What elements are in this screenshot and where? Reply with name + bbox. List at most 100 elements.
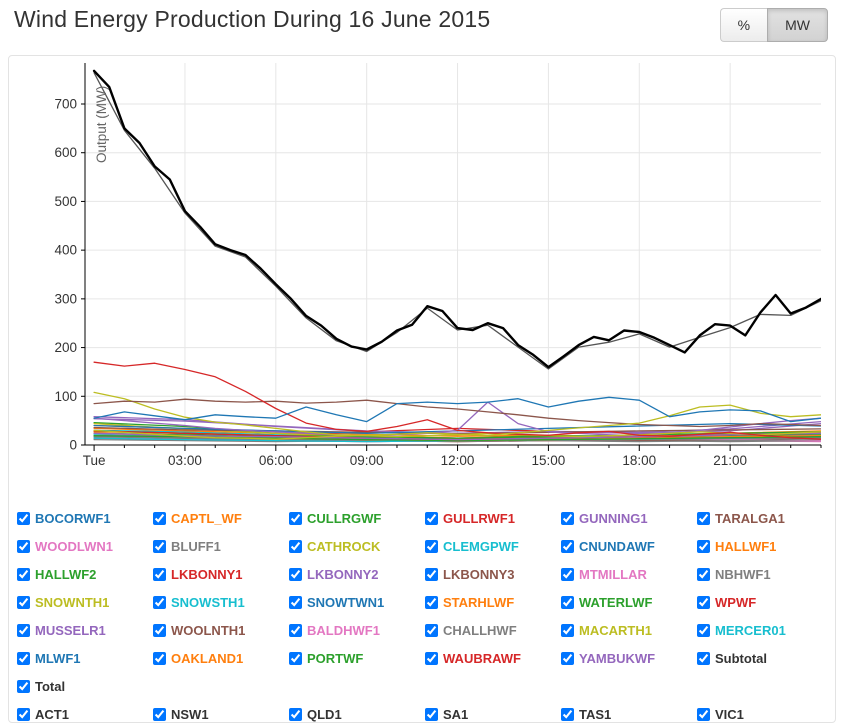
legend-item-WATERLWF[interactable]: WATERLWF [559, 592, 695, 613]
legend-item-NBHWF1[interactable]: NBHWF1 [695, 564, 831, 585]
legend-item-TARALGA1[interactable]: TARALGA1 [695, 508, 831, 529]
checkbox-CNUNDAWF[interactable] [561, 540, 574, 553]
checkbox-HALLWF1[interactable] [697, 540, 710, 553]
checkbox-SA1[interactable] [425, 708, 438, 721]
legend-item-LKBONNY2[interactable]: LKBONNY2 [287, 564, 423, 585]
legend-item-WAUBRAWF[interactable]: WAUBRAWF [423, 648, 559, 669]
legend-label: VIC1 [715, 707, 744, 722]
y-tick-label: 200 [54, 340, 77, 355]
unit-toggle-group: % MW [719, 8, 828, 42]
legend-item-MLWF1[interactable]: MLWF1 [15, 648, 151, 669]
checkbox-SNOWTWN1[interactable] [289, 596, 302, 609]
chart-panel: 0 100 200 300 400 500 600 700 Tue 03:00 06:00 09:00… [8, 55, 836, 723]
legend-item-CATHROCK[interactable]: CATHROCK [287, 536, 423, 557]
legend-item-CHALLHWF[interactable]: CHALLHWF [423, 620, 559, 641]
legend-label: LKBONNY1 [171, 567, 243, 582]
legend-item-BLUFF1[interactable]: BLUFF1 [151, 536, 287, 557]
y-tick-label: 500 [54, 194, 77, 209]
checkbox-WAUBRAWF[interactable] [425, 652, 438, 665]
legend-item-YAMBUKWF[interactable]: YAMBUKWF [559, 648, 695, 669]
legend-item-MTMILLAR[interactable]: MTMILLAR [559, 564, 695, 585]
legend-item-CLEMGPWF[interactable]: CLEMGPWF [423, 536, 559, 557]
legend-item-Total[interactable]: Total [15, 676, 831, 697]
percent-unit-button[interactable]: % [719, 8, 768, 42]
checkbox-CATHROCK[interactable] [289, 540, 302, 553]
legend-item-NSW1[interactable]: NSW1 [151, 704, 287, 725]
legend-item-SA1[interactable]: SA1 [423, 704, 559, 725]
checkbox-BALDHWF1[interactable] [289, 624, 302, 637]
legend-item-HALLWF1[interactable]: HALLWF1 [695, 536, 831, 557]
checkbox-STARHLWF[interactable] [425, 596, 438, 609]
legend-item-GUNNING1[interactable]: GUNNING1 [559, 508, 695, 529]
region-legend-grid: ACT1 NSW1 QLD1 SA1 TAS1 VIC1 [15, 704, 831, 725]
checkbox-MTMILLAR[interactable] [561, 568, 574, 581]
checkbox-MACARTH1[interactable] [561, 624, 574, 637]
legend-item-BALDHWF1[interactable]: BALDHWF1 [287, 620, 423, 641]
legend-item-PORTWF[interactable]: PORTWF [287, 648, 423, 669]
legend-item-SNOWNTH1[interactable]: SNOWNTH1 [15, 592, 151, 613]
checkbox-TARALGA1[interactable] [697, 512, 710, 525]
checkbox-PORTWF[interactable] [289, 652, 302, 665]
checkbox-MUSSELR1[interactable] [17, 624, 30, 637]
checkbox-CULLRGWF[interactable] [289, 512, 302, 525]
x-tick-label: 15:00 [532, 453, 566, 468]
checkbox-LKBONNY1[interactable] [153, 568, 166, 581]
checkbox-NBHWF1[interactable] [697, 568, 710, 581]
legend-item-CULLRGWF[interactable]: CULLRGWF [287, 508, 423, 529]
checkbox-BLUFF1[interactable] [153, 540, 166, 553]
legend-item-STARHLWF[interactable]: STARHLWF [423, 592, 559, 613]
legend-item-ACT1[interactable]: ACT1 [15, 704, 151, 725]
legend-item-SNOWTWN1[interactable]: SNOWTWN1 [287, 592, 423, 613]
legend-item-WPWF[interactable]: WPWF [695, 592, 831, 613]
checkbox-ACT1[interactable] [17, 708, 30, 721]
checkbox-OAKLAND1[interactable] [153, 652, 166, 665]
checkbox-SNOWSTH1[interactable] [153, 596, 166, 609]
checkbox-MERCER01[interactable] [697, 624, 710, 637]
checkbox-NSW1[interactable] [153, 708, 166, 721]
checkbox-WPWF[interactable] [697, 596, 710, 609]
legend-item-MUSSELR1[interactable]: MUSSELR1 [15, 620, 151, 641]
legend-item-OAKLAND1[interactable]: OAKLAND1 [151, 648, 287, 669]
legend-item-LKBONNY3[interactable]: LKBONNY3 [423, 564, 559, 585]
checkbox-CLEMGPWF[interactable] [425, 540, 438, 553]
checkbox-QLD1[interactable] [289, 708, 302, 721]
legend-item-LKBONNY1[interactable]: LKBONNY1 [151, 564, 287, 585]
checkbox-LKBONNY3[interactable] [425, 568, 438, 581]
checkbox-CHALLHWF[interactable] [425, 624, 438, 637]
legend-label: MLWF1 [35, 651, 81, 666]
legend-item-Subtotal[interactable]: Subtotal [695, 648, 831, 669]
checkbox-WATERLWF[interactable] [561, 596, 574, 609]
legend-item-WOOLNTH1[interactable]: WOOLNTH1 [151, 620, 287, 641]
legend-item-VIC1[interactable]: VIC1 [695, 704, 831, 725]
checkbox-BOCORWF1[interactable] [17, 512, 30, 525]
legend-item-CNUNDAWF[interactable]: CNUNDAWF [559, 536, 695, 557]
legend-item-MERCER01[interactable]: MERCER01 [695, 620, 831, 641]
legend-item-CAPTL_WF[interactable]: CAPTL_WF [151, 508, 287, 529]
legend-item-QLD1[interactable]: QLD1 [287, 704, 423, 725]
checkbox-Total[interactable] [17, 680, 30, 693]
legend-item-MACARTH1[interactable]: MACARTH1 [559, 620, 695, 641]
legend-item-HALLWF2[interactable]: HALLWF2 [15, 564, 151, 585]
mw-unit-button[interactable]: MW [767, 8, 828, 42]
checkbox-MLWF1[interactable] [17, 652, 30, 665]
checkbox-LKBONNY2[interactable] [289, 568, 302, 581]
checkbox-GUNNING1[interactable] [561, 512, 574, 525]
legend-item-BOCORWF1[interactable]: BOCORWF1 [15, 508, 151, 529]
legend-item-TAS1[interactable]: TAS1 [559, 704, 695, 725]
checkbox-YAMBUKWF[interactable] [561, 652, 574, 665]
legend-item-SNOWSTH1[interactable]: SNOWSTH1 [151, 592, 287, 613]
checkbox-VIC1[interactable] [697, 708, 710, 721]
legend-item-WOODLWN1[interactable]: WOODLWN1 [15, 536, 151, 557]
checkbox-CAPTL_WF[interactable] [153, 512, 166, 525]
checkbox-HALLWF2[interactable] [17, 568, 30, 581]
checkbox-Subtotal[interactable] [697, 652, 710, 665]
checkbox-SNOWNTH1[interactable] [17, 596, 30, 609]
legend-label: NSW1 [171, 707, 209, 722]
checkbox-WOOLNTH1[interactable] [153, 624, 166, 637]
checkbox-TAS1[interactable] [561, 708, 574, 721]
checkbox-GULLRWF1[interactable] [425, 512, 438, 525]
legend-label: MTMILLAR [579, 567, 647, 582]
wind-production-chart: 0 100 200 300 400 500 600 700 Tue 03:00 06:00 09:00… [9, 56, 835, 504]
legend-item-GULLRWF1[interactable]: GULLRWF1 [423, 508, 559, 529]
checkbox-WOODLWN1[interactable] [17, 540, 30, 553]
